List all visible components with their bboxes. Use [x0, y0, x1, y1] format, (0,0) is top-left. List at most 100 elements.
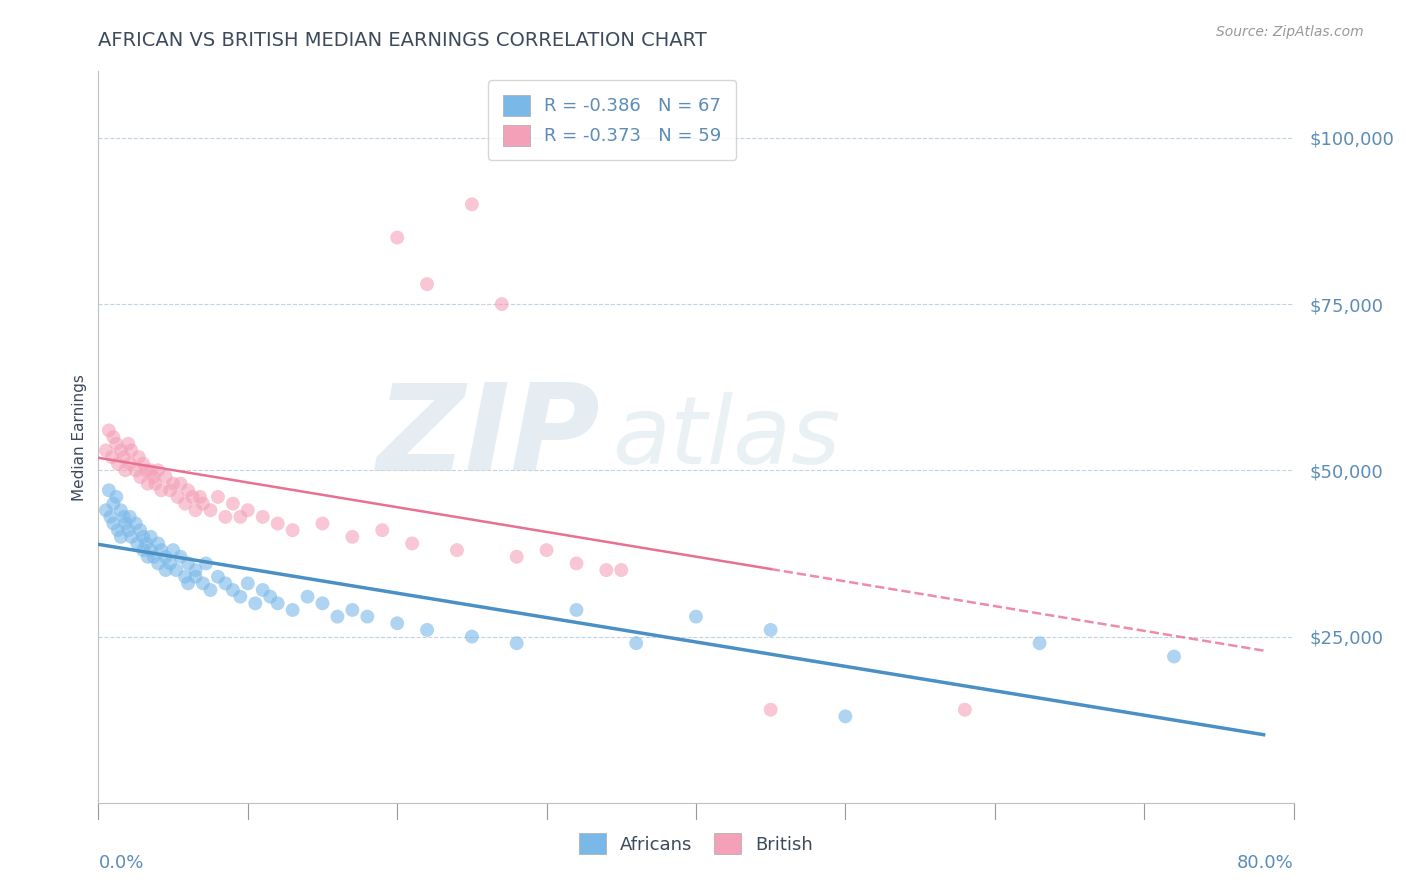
- Point: [416, 623, 439, 637]
- Point: [155, 470, 177, 484]
- Point: [114, 516, 136, 531]
- Point: [685, 609, 707, 624]
- Point: [207, 570, 229, 584]
- Point: [125, 463, 148, 477]
- Point: [169, 476, 191, 491]
- Point: [207, 490, 229, 504]
- Point: [135, 536, 157, 550]
- Point: [297, 590, 319, 604]
- Point: [177, 557, 200, 571]
- Point: [326, 609, 349, 624]
- Point: [94, 443, 117, 458]
- Point: [129, 470, 152, 484]
- Point: [105, 490, 128, 504]
- Point: [416, 277, 439, 292]
- Point: [150, 543, 173, 558]
- Point: [214, 576, 236, 591]
- Point: [229, 509, 252, 524]
- Point: [132, 543, 155, 558]
- Point: [565, 557, 588, 571]
- Point: [759, 703, 782, 717]
- Point: [1028, 636, 1050, 650]
- Point: [139, 463, 162, 477]
- Point: [385, 616, 409, 631]
- Point: [166, 490, 188, 504]
- Text: Source: ZipAtlas.com: Source: ZipAtlas.com: [1216, 25, 1364, 39]
- Point: [118, 457, 141, 471]
- Point: [139, 530, 162, 544]
- Point: [491, 297, 513, 311]
- Point: [245, 596, 267, 610]
- Point: [177, 576, 200, 591]
- Point: [184, 570, 207, 584]
- Point: [200, 582, 222, 597]
- Point: [461, 197, 484, 211]
- Point: [155, 549, 177, 564]
- Point: [236, 503, 259, 517]
- Point: [222, 497, 245, 511]
- Point: [229, 590, 252, 604]
- Point: [143, 476, 166, 491]
- Point: [311, 596, 333, 610]
- Point: [188, 490, 211, 504]
- Point: [114, 463, 136, 477]
- Point: [107, 523, 129, 537]
- Point: [371, 523, 394, 537]
- Point: [401, 536, 423, 550]
- Point: [97, 424, 120, 438]
- Point: [259, 590, 281, 604]
- Point: [214, 509, 236, 524]
- Text: AFRICAN VS BRITISH MEDIAN EARNINGS CORRELATION CHART: AFRICAN VS BRITISH MEDIAN EARNINGS CORRE…: [98, 31, 707, 50]
- Point: [281, 603, 304, 617]
- Legend: Africans, British: Africans, British: [565, 821, 827, 867]
- Point: [136, 549, 159, 564]
- Point: [222, 582, 245, 597]
- Point: [759, 623, 782, 637]
- Point: [181, 490, 204, 504]
- Point: [132, 457, 155, 471]
- Y-axis label: Median Earnings: Median Earnings: [72, 374, 87, 500]
- Point: [103, 516, 125, 531]
- Point: [148, 536, 170, 550]
- Point: [1163, 649, 1185, 664]
- Point: [129, 523, 152, 537]
- Point: [135, 463, 157, 477]
- Point: [110, 530, 132, 544]
- Point: [342, 530, 364, 544]
- Point: [165, 563, 187, 577]
- Point: [191, 497, 214, 511]
- Point: [103, 430, 125, 444]
- Text: 0.0%: 0.0%: [98, 854, 143, 872]
- Point: [595, 563, 617, 577]
- Point: [120, 443, 142, 458]
- Point: [169, 549, 191, 564]
- Point: [236, 576, 259, 591]
- Point: [184, 563, 207, 577]
- Point: [125, 516, 148, 531]
- Point: [200, 503, 222, 517]
- Point: [184, 503, 207, 517]
- Point: [506, 636, 529, 650]
- Point: [103, 497, 125, 511]
- Point: [97, 483, 120, 498]
- Point: [132, 530, 155, 544]
- Point: [195, 557, 218, 571]
- Point: [252, 582, 274, 597]
- Point: [128, 450, 150, 464]
- Point: [142, 470, 165, 484]
- Point: [110, 443, 132, 458]
- Point: [117, 436, 139, 450]
- Point: [117, 523, 139, 537]
- Point: [127, 536, 149, 550]
- Point: [953, 703, 976, 717]
- Point: [101, 450, 124, 464]
- Point: [191, 576, 214, 591]
- Point: [159, 483, 181, 498]
- Text: ZIP: ZIP: [377, 378, 600, 496]
- Text: atlas: atlas: [613, 392, 841, 483]
- Point: [446, 543, 468, 558]
- Point: [252, 509, 274, 524]
- Point: [107, 457, 129, 471]
- Point: [281, 523, 304, 537]
- Point: [461, 630, 484, 644]
